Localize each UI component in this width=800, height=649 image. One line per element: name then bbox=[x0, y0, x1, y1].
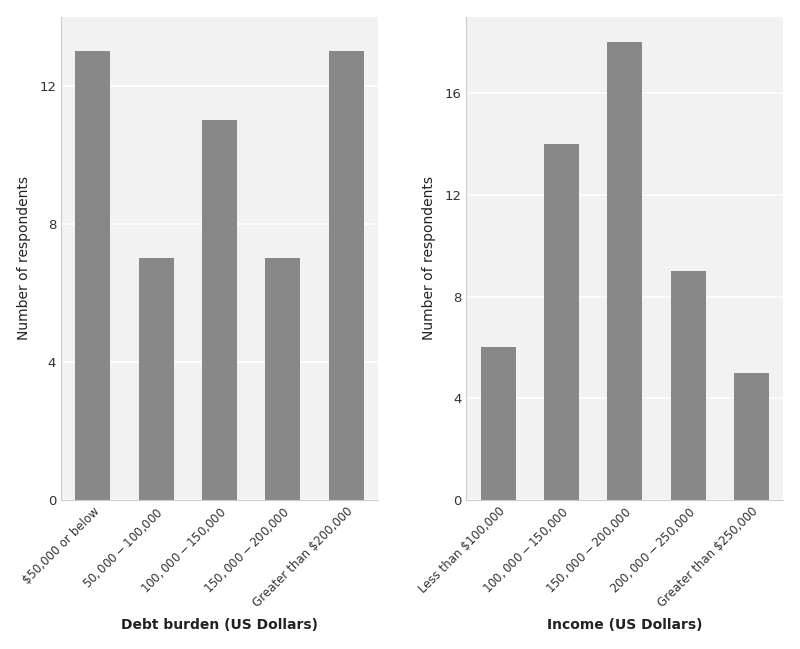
Bar bbox=[329, 51, 363, 500]
Bar bbox=[266, 258, 300, 500]
Bar bbox=[202, 120, 237, 500]
Bar bbox=[607, 42, 642, 500]
Bar bbox=[75, 51, 110, 500]
Bar bbox=[544, 144, 579, 500]
Y-axis label: Number of respondents: Number of respondents bbox=[17, 177, 30, 340]
X-axis label: Debt burden (US Dollars): Debt burden (US Dollars) bbox=[121, 618, 318, 632]
Bar bbox=[670, 271, 706, 500]
Y-axis label: Number of respondents: Number of respondents bbox=[422, 177, 436, 340]
X-axis label: Income (US Dollars): Income (US Dollars) bbox=[547, 618, 702, 632]
Bar bbox=[481, 347, 515, 500]
Bar bbox=[138, 258, 174, 500]
Bar bbox=[734, 373, 769, 500]
